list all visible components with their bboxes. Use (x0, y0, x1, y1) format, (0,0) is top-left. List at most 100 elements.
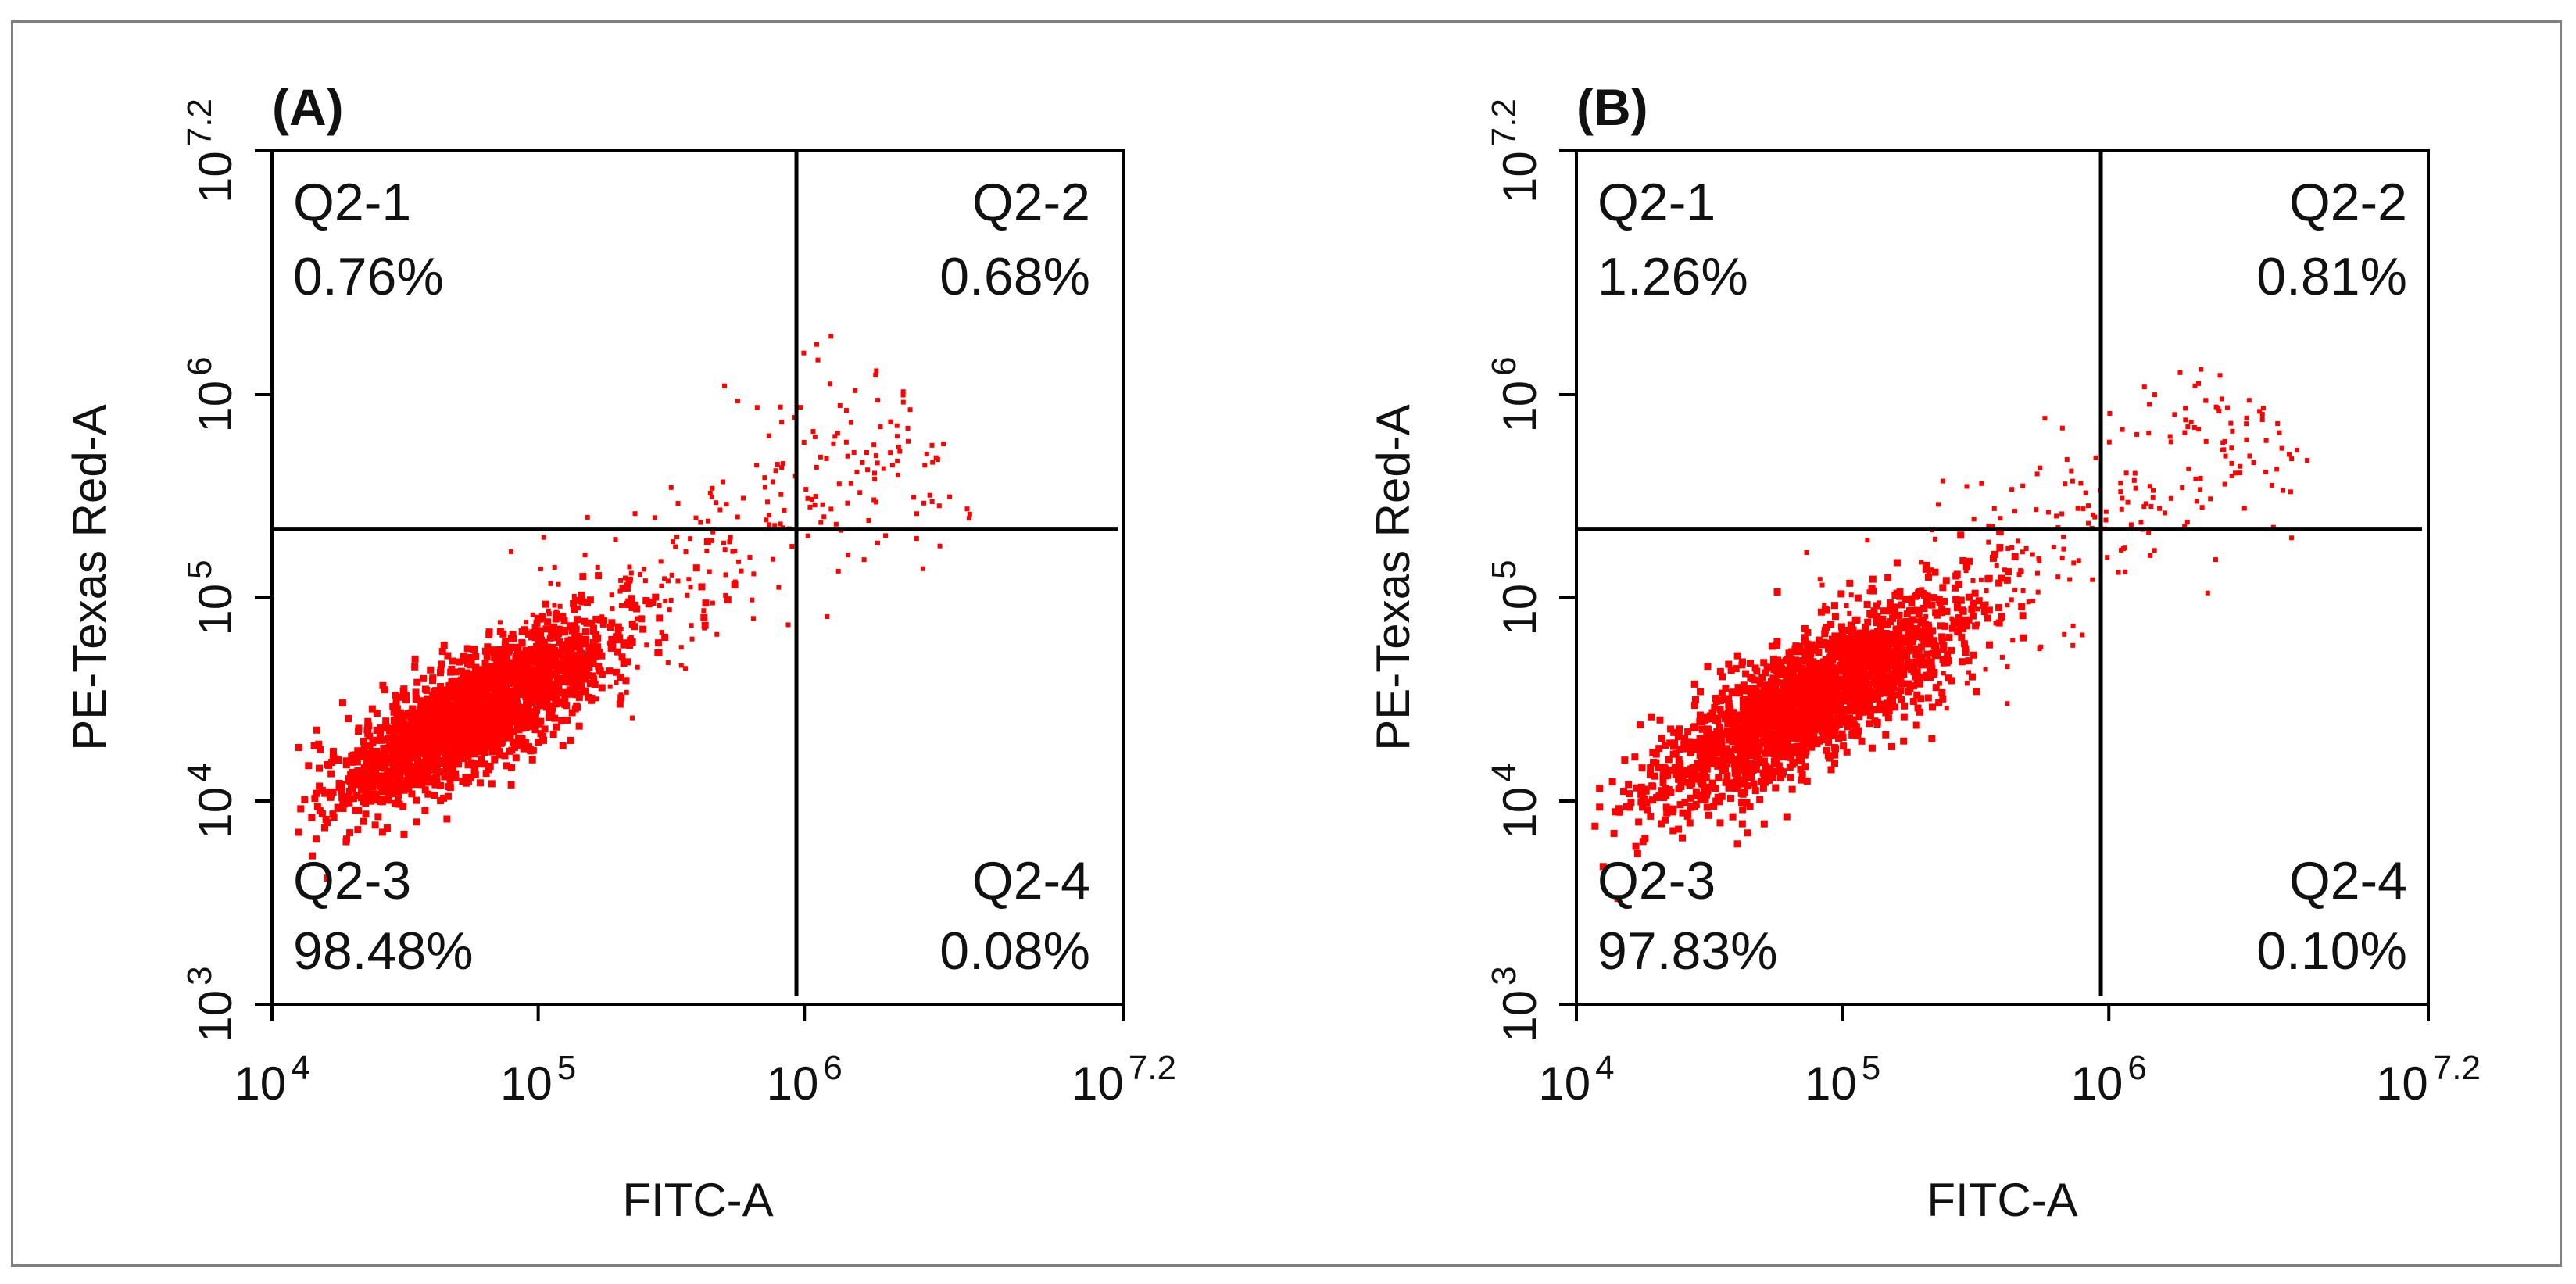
scatter-point (1690, 775, 1698, 783)
scatter-point (2141, 504, 2147, 510)
scatter-point (576, 605, 581, 610)
scatter-point (871, 442, 877, 448)
scatter-point (801, 350, 807, 356)
scatter-point (1939, 695, 1947, 703)
scatter-point (1852, 617, 1859, 624)
scatter-point (451, 706, 459, 714)
y-tick-base: 10 (189, 990, 242, 1043)
scatter-point (561, 696, 569, 704)
scatter-point (1736, 689, 1744, 697)
scatter-point (596, 618, 602, 624)
scatter-point (360, 817, 367, 825)
scatter-point (544, 618, 552, 626)
scatter-point (1679, 809, 1687, 817)
scatter-point (554, 660, 562, 667)
scatter-point (1908, 599, 1916, 607)
scatter-point (717, 507, 723, 513)
scatter-point (457, 676, 465, 684)
scatter-point (1749, 767, 1757, 774)
scatter-point (538, 613, 546, 621)
scatter-point (1834, 735, 1842, 742)
scatter-point (1950, 618, 1955, 624)
scatter-point (1720, 756, 1728, 764)
scatter-point (501, 731, 509, 739)
y-tick-base: 10 (189, 381, 242, 433)
scatter-point (574, 632, 582, 640)
scatter-point (837, 402, 843, 408)
scatter-point (479, 732, 487, 740)
scatter-point (462, 774, 470, 781)
x-tick-exponent: 5 (557, 1049, 576, 1087)
scatter-point (1868, 744, 1876, 752)
scatter-point (678, 663, 684, 668)
scatter-point (377, 731, 385, 739)
scatter-point (463, 746, 470, 754)
scatter-point (1877, 620, 1884, 628)
scatter-point (1769, 688, 1777, 696)
scatter-point (606, 640, 612, 646)
scatter-point (1716, 667, 1724, 675)
scatter-point (608, 619, 616, 627)
scatter-point (510, 663, 517, 671)
scatter-point (418, 739, 426, 746)
scatter-point (1906, 622, 1914, 630)
scatter-point (1891, 592, 1899, 599)
scatter-point (1790, 728, 1798, 735)
scatter-point (805, 495, 810, 501)
scatter-point (1897, 613, 1902, 619)
scatter-point (421, 759, 429, 767)
scatter-point (1888, 701, 1896, 709)
scatter-point (639, 625, 647, 633)
scatter-point (1798, 776, 1805, 784)
scatter-point (1807, 708, 1815, 716)
scatter-point (1786, 764, 1794, 771)
scatter-point (1646, 771, 1654, 778)
scatter-point (586, 596, 594, 604)
scatter-point (2009, 597, 2014, 603)
scatter-point (1760, 695, 1768, 703)
scatter-point (1647, 812, 1655, 820)
scatter-point (583, 621, 589, 627)
scatter-point (1870, 607, 1878, 615)
scatter-point (365, 782, 373, 790)
scatter-point (351, 773, 359, 781)
scatter-point (1871, 629, 1879, 637)
scatter-point (1836, 721, 1844, 728)
scatter-point (618, 653, 626, 661)
scatter-point (498, 708, 506, 716)
scatter-point (405, 775, 413, 783)
scatter-point (1998, 531, 2004, 536)
scatter-point (1749, 742, 1757, 749)
scatter-point (1894, 691, 1902, 699)
scatter-point (2188, 419, 2194, 424)
scatter-point (2070, 623, 2076, 628)
scatter-point (555, 625, 563, 633)
scatter-point (1876, 705, 1884, 713)
scatter-point (464, 739, 472, 747)
scatter-point (528, 646, 535, 653)
scatter-point (537, 653, 545, 661)
scatter-point (1721, 749, 1729, 756)
scatter-point (1919, 587, 1925, 592)
scatter-point (472, 697, 480, 705)
scatter-point (1705, 726, 1712, 734)
scatter-point (1742, 738, 1750, 746)
scatter-point (1852, 679, 1860, 687)
scatter-point (1787, 754, 1795, 762)
scatter-point (2251, 460, 2256, 466)
scatter-point (456, 749, 464, 757)
scatter-point (493, 661, 501, 669)
scatter-point (2063, 481, 2068, 487)
scatter-point (539, 665, 547, 673)
scatter-point (396, 767, 404, 775)
scatter-point (464, 761, 472, 769)
scatter-point (772, 523, 778, 528)
scatter-point (1841, 706, 1848, 714)
scatter-point (936, 503, 942, 509)
scatter-point (1767, 693, 1775, 701)
scatter-point (491, 654, 499, 662)
scatter-point (1718, 689, 1726, 697)
scatter-point (1727, 667, 1735, 674)
scatter-point (1873, 619, 1880, 627)
scatter-point (1676, 764, 1684, 771)
